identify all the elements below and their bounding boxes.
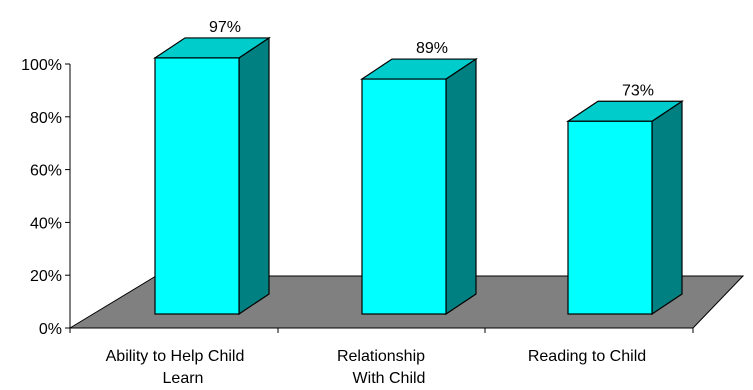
bar-front-face [362,79,446,314]
category-label-line: Ability to Help Child [106,348,245,365]
data-label: 73% [622,82,654,99]
bars-layer [155,38,682,314]
y-tick-label: 40% [30,215,62,232]
y-tick-label: 100% [21,57,62,74]
y-tick-label: 20% [30,268,62,285]
bar-front-face [568,121,652,314]
bar [568,101,682,314]
bar [362,59,476,314]
data-label: 97% [209,19,241,36]
bar [155,38,269,314]
category-label: Relationship With Child [337,348,425,387]
category-label: Reading to Child [528,348,646,365]
bar-front-face [155,58,239,314]
y-tick-label: 60% [30,163,62,180]
category-label-line: Relationship [337,348,425,365]
category-label-line: Reading to Child [528,348,646,365]
bar-side-face [652,101,682,314]
category-label: Ability to Help Child Learn [106,348,245,387]
category-label-line: With Child [353,370,426,387]
category-label-line: Learn [163,370,204,387]
y-tick-label: 0% [39,321,62,338]
bar-side-face [446,59,476,314]
bar-side-face [239,38,269,314]
data-label: 89% [416,40,448,57]
y-tick-label: 80% [30,110,62,127]
